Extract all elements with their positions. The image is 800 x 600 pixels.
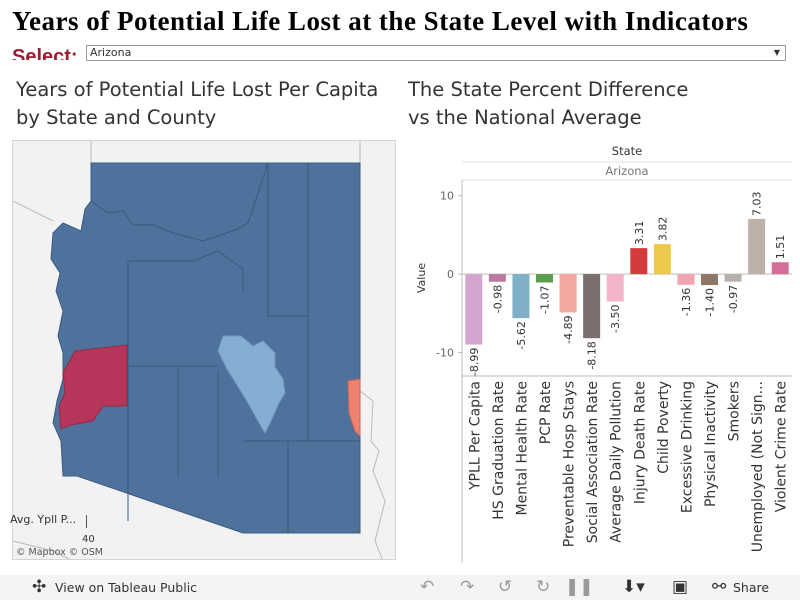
county-line-mid (128, 250, 244, 291)
view-on-tableau-link[interactable]: View on Tableau Public (55, 580, 198, 595)
map-title: Years of Potential Life Lost Per Capita … (16, 76, 378, 132)
share-icon[interactable]: ⚯ (712, 577, 727, 597)
bar-chart-svg[interactable]: State Arizona 10 0 -10 Value -8.99 YPLL Per Cap… (400, 138, 800, 563)
map-legend-value: 40 (82, 534, 95, 545)
category-label-12: Unemployed (Not Sign... (750, 381, 766, 552)
category-label-7: Injury Death Rate (632, 381, 648, 504)
tableau-logo-icon[interactable]: ✣ (32, 577, 47, 597)
state-select[interactable]: Arizona ▼ (86, 45, 786, 61)
bar-8 (653, 244, 671, 275)
map-title-line2: by State and County (16, 106, 217, 129)
y-tick-label-0: 10 (440, 190, 454, 203)
bar-label-1: -0.98 (491, 285, 504, 313)
bar-4 (559, 274, 577, 313)
neighbor-border-east (359, 390, 386, 559)
redo-icon[interactable]: ↷ (460, 577, 475, 597)
county-line-north (90, 162, 269, 242)
map-svg[interactable] (13, 141, 396, 560)
bar-label-5: -8.18 (586, 341, 599, 369)
category-label-9: Excessive Drinking (679, 381, 695, 513)
category-label-8: Child Poverty (656, 381, 672, 474)
bar-1 (488, 274, 506, 282)
category-label-10: Physical Inactivity (703, 381, 719, 507)
bar-label-2: -5.62 (515, 321, 528, 349)
category-label-5: Social Association Rate (585, 381, 601, 543)
fullscreen-icon[interactable]: ▣ (672, 577, 689, 597)
bar-label-7: 3.31 (633, 221, 646, 246)
category-label-13: Violent Crime Rate (774, 381, 790, 512)
bar-2 (512, 274, 530, 319)
chevron-down-icon[interactable]: ▼ (773, 48, 780, 57)
category-label-6: Average Daily Pollution (609, 381, 625, 543)
category-label-1: HS Graduation Rate (491, 381, 507, 520)
percent-difference-chart[interactable]: State Arizona 10 0 -10 Value -8.99 YPLL Per Cap… (400, 138, 800, 567)
bar-9 (677, 274, 695, 285)
category-label-4: Preventable Hosp Stays (562, 381, 578, 547)
bar-10 (701, 274, 718, 286)
bar-0 (465, 274, 483, 345)
undo-icon[interactable]: ↶ (420, 577, 435, 597)
share-label[interactable]: Share (733, 580, 770, 595)
neighbor-border-west (13, 200, 54, 222)
bar-label-6: -3.50 (609, 305, 622, 333)
bar-label-11: -0.97 (727, 285, 740, 313)
dashboard-title: Years of Potential Life Lost at the Stat… (12, 6, 749, 36)
neighbor-border-south (13, 540, 71, 559)
bar-6 (606, 274, 624, 302)
footer-toolbar: ✣ View on Tableau Public ↶ ↷ ↺ ↻ ❚❚ ⬇▾ ▣… (0, 575, 800, 600)
bar-label-0: -8.99 (468, 348, 481, 376)
chart-title-line1: The State Percent Difference (408, 78, 689, 101)
column-value: Arizona (605, 164, 648, 178)
revert-icon[interactable]: ↺ (498, 577, 513, 597)
category-label-3: PCP Rate (538, 381, 554, 444)
y-tick-label-2: -10 (436, 346, 454, 359)
map-legend-tick (86, 515, 87, 528)
county-highlight-light[interactable] (217, 335, 286, 435)
download-icon[interactable]: ⬇▾ (622, 577, 645, 597)
bar-7 (630, 248, 648, 275)
y-axis-title: Value (415, 263, 428, 293)
category-label-0: YPLL Per Capita (467, 381, 483, 491)
bar-label-13: 1.51 (774, 235, 787, 260)
select-label: Select: (12, 46, 78, 60)
refresh-icon[interactable]: ↻ (536, 577, 551, 597)
bar-label-12: 7.03 (751, 191, 764, 216)
state-select-value: Arizona (90, 46, 132, 59)
county-highlight-red[interactable] (58, 344, 128, 430)
map-attribution: © Mapbox © OSM (16, 547, 103, 558)
bar-label-10: -1.40 (704, 288, 717, 316)
bar-label-4: -4.89 (562, 315, 575, 343)
bar-5 (583, 274, 601, 339)
column-header: State (612, 144, 642, 158)
category-label-11: Smokers (727, 381, 743, 441)
county-highlight-salmon[interactable] (347, 378, 361, 438)
bar-12 (748, 218, 766, 275)
county-map[interactable] (12, 140, 396, 560)
map-title-line1: Years of Potential Life Lost Per Capita (16, 78, 379, 101)
county-line-south (127, 261, 360, 533)
y-tick-label-1: 0 (447, 268, 454, 281)
pause-icon[interactable]: ❚❚ (565, 577, 594, 597)
county-line-east (267, 163, 309, 441)
chart-title: The State Percent Difference vs the Nati… (408, 76, 688, 132)
map-legend-title: Avg. Ypll P... (10, 513, 77, 526)
bar-13 (771, 262, 789, 275)
bar-label-3: -1.07 (539, 285, 552, 313)
category-label-2: Mental Health Rate (514, 381, 530, 516)
bar-11 (724, 274, 742, 282)
bar-label-9: -1.36 (680, 288, 693, 316)
chart-title-line2: vs the National Average (408, 106, 642, 129)
bar-3 (536, 274, 553, 283)
bar-label-8: 3.82 (656, 217, 669, 242)
